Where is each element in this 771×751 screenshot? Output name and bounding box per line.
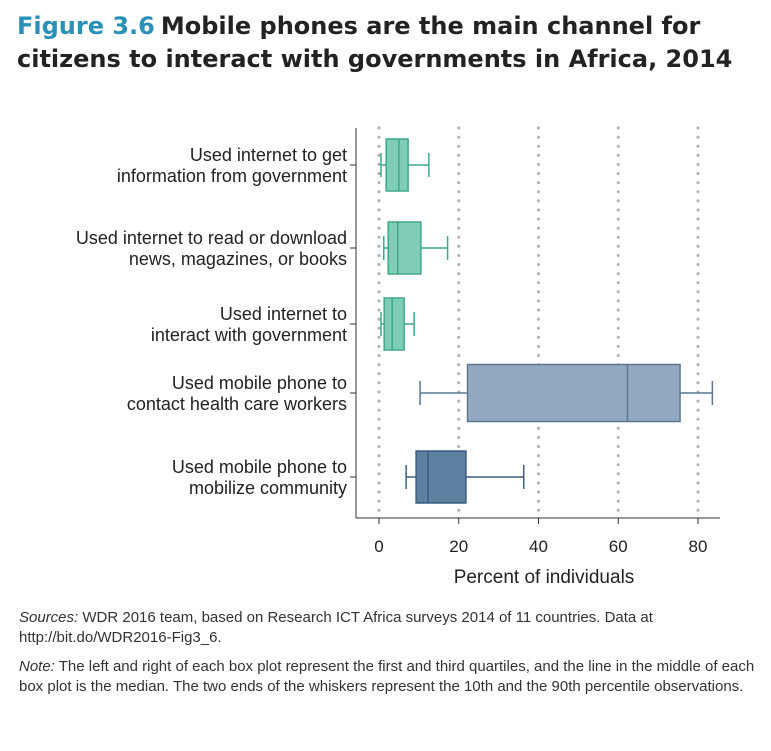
x-tick-label-80: 80 [689, 537, 708, 556]
box-body [385, 138, 409, 192]
title-line-1: Figure 3.6 Mobile phones are the main cha… [17, 10, 757, 43]
box-3 [380, 297, 415, 351]
category-label-1: Used internet to get information from gov… [117, 145, 347, 186]
box-5 [405, 450, 525, 504]
category-label-3: Used internet to interact with government [151, 304, 347, 345]
note-label: Note: [19, 658, 55, 675]
figure-title: Figure 3.6 Mobile phones are the main cha… [17, 10, 757, 76]
category-label-line: contact health care workers [127, 394, 347, 414]
x-tick-label-40: 40 [529, 537, 548, 556]
sources-label: Sources: [19, 609, 79, 626]
category-label-line: Used internet to get [190, 145, 347, 165]
box-body [415, 450, 467, 504]
category-label-5: Used mobile phone to mobilize community [172, 457, 347, 498]
box-body [387, 221, 422, 275]
note-text: The left and right of each box plot repr… [19, 658, 755, 695]
category-label-line: mobilize community [189, 478, 347, 498]
category-label-line: Used mobile phone to [172, 373, 347, 393]
explanation-note: Note: The left and right of each box plo… [19, 657, 759, 697]
title-line-2: citizens to interact with governments in… [17, 45, 733, 73]
category-label-line: Used mobile phone to [172, 457, 347, 477]
box-body [466, 363, 681, 423]
sources-note: Sources: WDR 2016 team, based on Researc… [19, 608, 759, 648]
category-label-line: Used internet to read or download [76, 228, 347, 248]
category-label-line: information from government [117, 166, 347, 186]
box-plot-chart: 0 20 40 60 80 Percent of individuals Used inte… [76, 126, 720, 588]
x-axis-label: Percent of individuals [454, 567, 635, 588]
category-label-2: Used internet to read or download news, m… [76, 228, 347, 269]
box-4 [419, 363, 714, 423]
box-1 [380, 138, 430, 192]
category-label-line: Used internet to [220, 304, 347, 324]
category-label-line: interact with government [151, 325, 347, 345]
figure-notes: Sources: WDR 2016 team, based on Researc… [19, 608, 759, 706]
box-body [383, 297, 405, 351]
sources-text: WDR 2016 team, based on Research ICT Afr… [19, 609, 653, 646]
x-tick-label-60: 60 [609, 537, 628, 556]
category-label-line: news, magazines, or books [129, 249, 347, 269]
x-tick-label-0: 0 [374, 537, 383, 556]
title-text-1: Mobile phones are the main channel for [160, 12, 701, 40]
x-tick-label-20: 20 [449, 537, 468, 556]
category-label-4: Used mobile phone to contact health care … [127, 373, 347, 414]
box-2 [383, 221, 449, 275]
figure-label: Figure 3.6 [17, 12, 155, 40]
